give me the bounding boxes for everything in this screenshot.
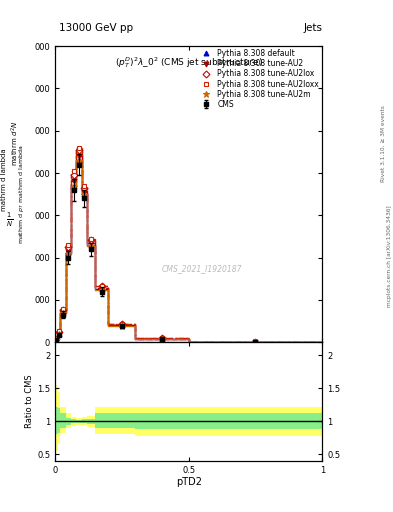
Pythia 8.308 tune-AU2lox xyxy=(61,307,65,313)
Text: mathrm d $p_T$ mathrm d lambda: mathrm d $p_T$ mathrm d lambda xyxy=(17,145,26,244)
Pythia 8.308 default xyxy=(82,191,87,197)
Text: Jets: Jets xyxy=(303,23,322,33)
Pythia 8.308 tune-AU2lox xyxy=(89,237,94,243)
Text: Rivet 3.1.10, ≥ 3M events: Rivet 3.1.10, ≥ 3M events xyxy=(381,105,386,182)
Pythia 8.308 default xyxy=(77,157,81,163)
Pythia 8.308 tune-AU2loxx xyxy=(99,283,104,289)
Pythia 8.308 tune-AU2m xyxy=(54,336,59,343)
Pythia 8.308 tune-AU2m xyxy=(66,251,71,258)
Pythia 8.308 tune-AU2 xyxy=(66,248,71,254)
Line: Pythia 8.308 tune-AU2loxx: Pythia 8.308 tune-AU2loxx xyxy=(54,145,258,344)
Pythia 8.308 tune-AU2loxx xyxy=(72,168,76,174)
Text: CMS_2021_I1920187: CMS_2021_I1920187 xyxy=(162,264,242,273)
Pythia 8.308 default xyxy=(66,250,71,257)
Line: Pythia 8.308 tune-AU2m: Pythia 8.308 tune-AU2m xyxy=(53,158,259,345)
Line: Pythia 8.308 tune-AU2lox: Pythia 8.308 tune-AU2lox xyxy=(54,147,258,344)
Pythia 8.308 default xyxy=(253,339,258,345)
Pythia 8.308 default xyxy=(89,242,94,248)
Pythia 8.308 tune-AU2m xyxy=(253,339,258,345)
Line: Pythia 8.308 tune-AU2: Pythia 8.308 tune-AU2 xyxy=(54,154,258,344)
Text: mathrm $d^2N$: mathrm $d^2N$ xyxy=(10,121,21,166)
Pythia 8.308 tune-AU2lox xyxy=(66,244,71,250)
Pythia 8.308 tune-AU2loxx xyxy=(66,242,71,248)
Text: $\frac{1}{N}$: $\frac{1}{N}$ xyxy=(6,211,13,229)
Legend: Pythia 8.308 default, Pythia 8.308 tune-AU2, Pythia 8.308 tune-AU2lox, Pythia 8.: Pythia 8.308 default, Pythia 8.308 tune-… xyxy=(196,48,321,111)
Pythia 8.308 tune-AU2lox xyxy=(160,335,164,342)
Pythia 8.308 tune-AU2 xyxy=(160,335,164,342)
Pythia 8.308 tune-AU2m xyxy=(61,310,65,316)
Pythia 8.308 tune-AU2loxx xyxy=(82,183,87,189)
Pythia 8.308 tune-AU2loxx xyxy=(253,339,258,345)
Pythia 8.308 tune-AU2lox xyxy=(57,329,61,335)
Pythia 8.308 tune-AU2 xyxy=(89,240,94,246)
Pythia 8.308 tune-AU2m xyxy=(72,183,76,189)
Pythia 8.308 tune-AU2m xyxy=(77,158,81,164)
X-axis label: pTD2: pTD2 xyxy=(176,477,202,487)
Pythia 8.308 default xyxy=(61,310,65,316)
Text: $(p_T^D)^2\lambda\_0^2$ (CMS jet substructure): $(p_T^D)^2\lambda\_0^2$ (CMS jet substru… xyxy=(115,55,263,70)
Pythia 8.308 tune-AU2lox xyxy=(82,185,87,191)
Pythia 8.308 tune-AU2 xyxy=(119,322,124,328)
Pythia 8.308 tune-AU2loxx xyxy=(160,335,164,342)
Pythia 8.308 tune-AU2 xyxy=(61,309,65,315)
Pythia 8.308 tune-AU2m xyxy=(57,331,61,337)
Pythia 8.308 tune-AU2 xyxy=(77,153,81,159)
Pythia 8.308 tune-AU2m xyxy=(89,243,94,249)
Pythia 8.308 tune-AU2m xyxy=(160,336,164,342)
Pythia 8.308 tune-AU2lox xyxy=(253,339,258,345)
Pythia 8.308 tune-AU2loxx xyxy=(54,335,59,342)
Pythia 8.308 tune-AU2loxx xyxy=(77,144,81,151)
Pythia 8.308 tune-AU2loxx xyxy=(57,328,61,334)
Line: Pythia 8.308 default: Pythia 8.308 default xyxy=(54,158,258,344)
Text: mcplots.cern.ch [arXiv:1306.3436]: mcplots.cern.ch [arXiv:1306.3436] xyxy=(387,205,391,307)
Pythia 8.308 tune-AU2loxx xyxy=(119,321,124,327)
Pythia 8.308 default xyxy=(72,183,76,189)
Pythia 8.308 tune-AU2 xyxy=(253,339,258,345)
Pythia 8.308 default xyxy=(119,323,124,329)
Pythia 8.308 tune-AU2loxx xyxy=(61,306,65,312)
Pythia 8.308 tune-AU2 xyxy=(57,330,61,336)
Pythia 8.308 tune-AU2lox xyxy=(77,146,81,153)
Pythia 8.308 tune-AU2lox xyxy=(119,321,124,327)
Pythia 8.308 default xyxy=(54,337,59,343)
Pythia 8.308 tune-AU2 xyxy=(99,285,104,291)
Y-axis label: Ratio to CMS: Ratio to CMS xyxy=(25,375,34,429)
Text: 13000 GeV pp: 13000 GeV pp xyxy=(59,23,133,33)
Pythia 8.308 tune-AU2m xyxy=(99,287,104,293)
Pythia 8.308 tune-AU2lox xyxy=(54,336,59,342)
Text: mathrm d lambda: mathrm d lambda xyxy=(1,148,7,210)
Pythia 8.308 tune-AU2lox xyxy=(99,283,104,289)
Pythia 8.308 tune-AU2loxx xyxy=(89,236,94,242)
Pythia 8.308 tune-AU2 xyxy=(72,178,76,184)
Pythia 8.308 default xyxy=(99,286,104,292)
Pythia 8.308 tune-AU2m xyxy=(119,323,124,329)
Pythia 8.308 tune-AU2 xyxy=(82,189,87,195)
Pythia 8.308 tune-AU2lox xyxy=(72,172,76,178)
Pythia 8.308 tune-AU2 xyxy=(54,336,59,343)
Pythia 8.308 tune-AU2m xyxy=(82,192,87,198)
Pythia 8.308 default xyxy=(57,331,61,337)
Pythia 8.308 default xyxy=(160,336,164,342)
